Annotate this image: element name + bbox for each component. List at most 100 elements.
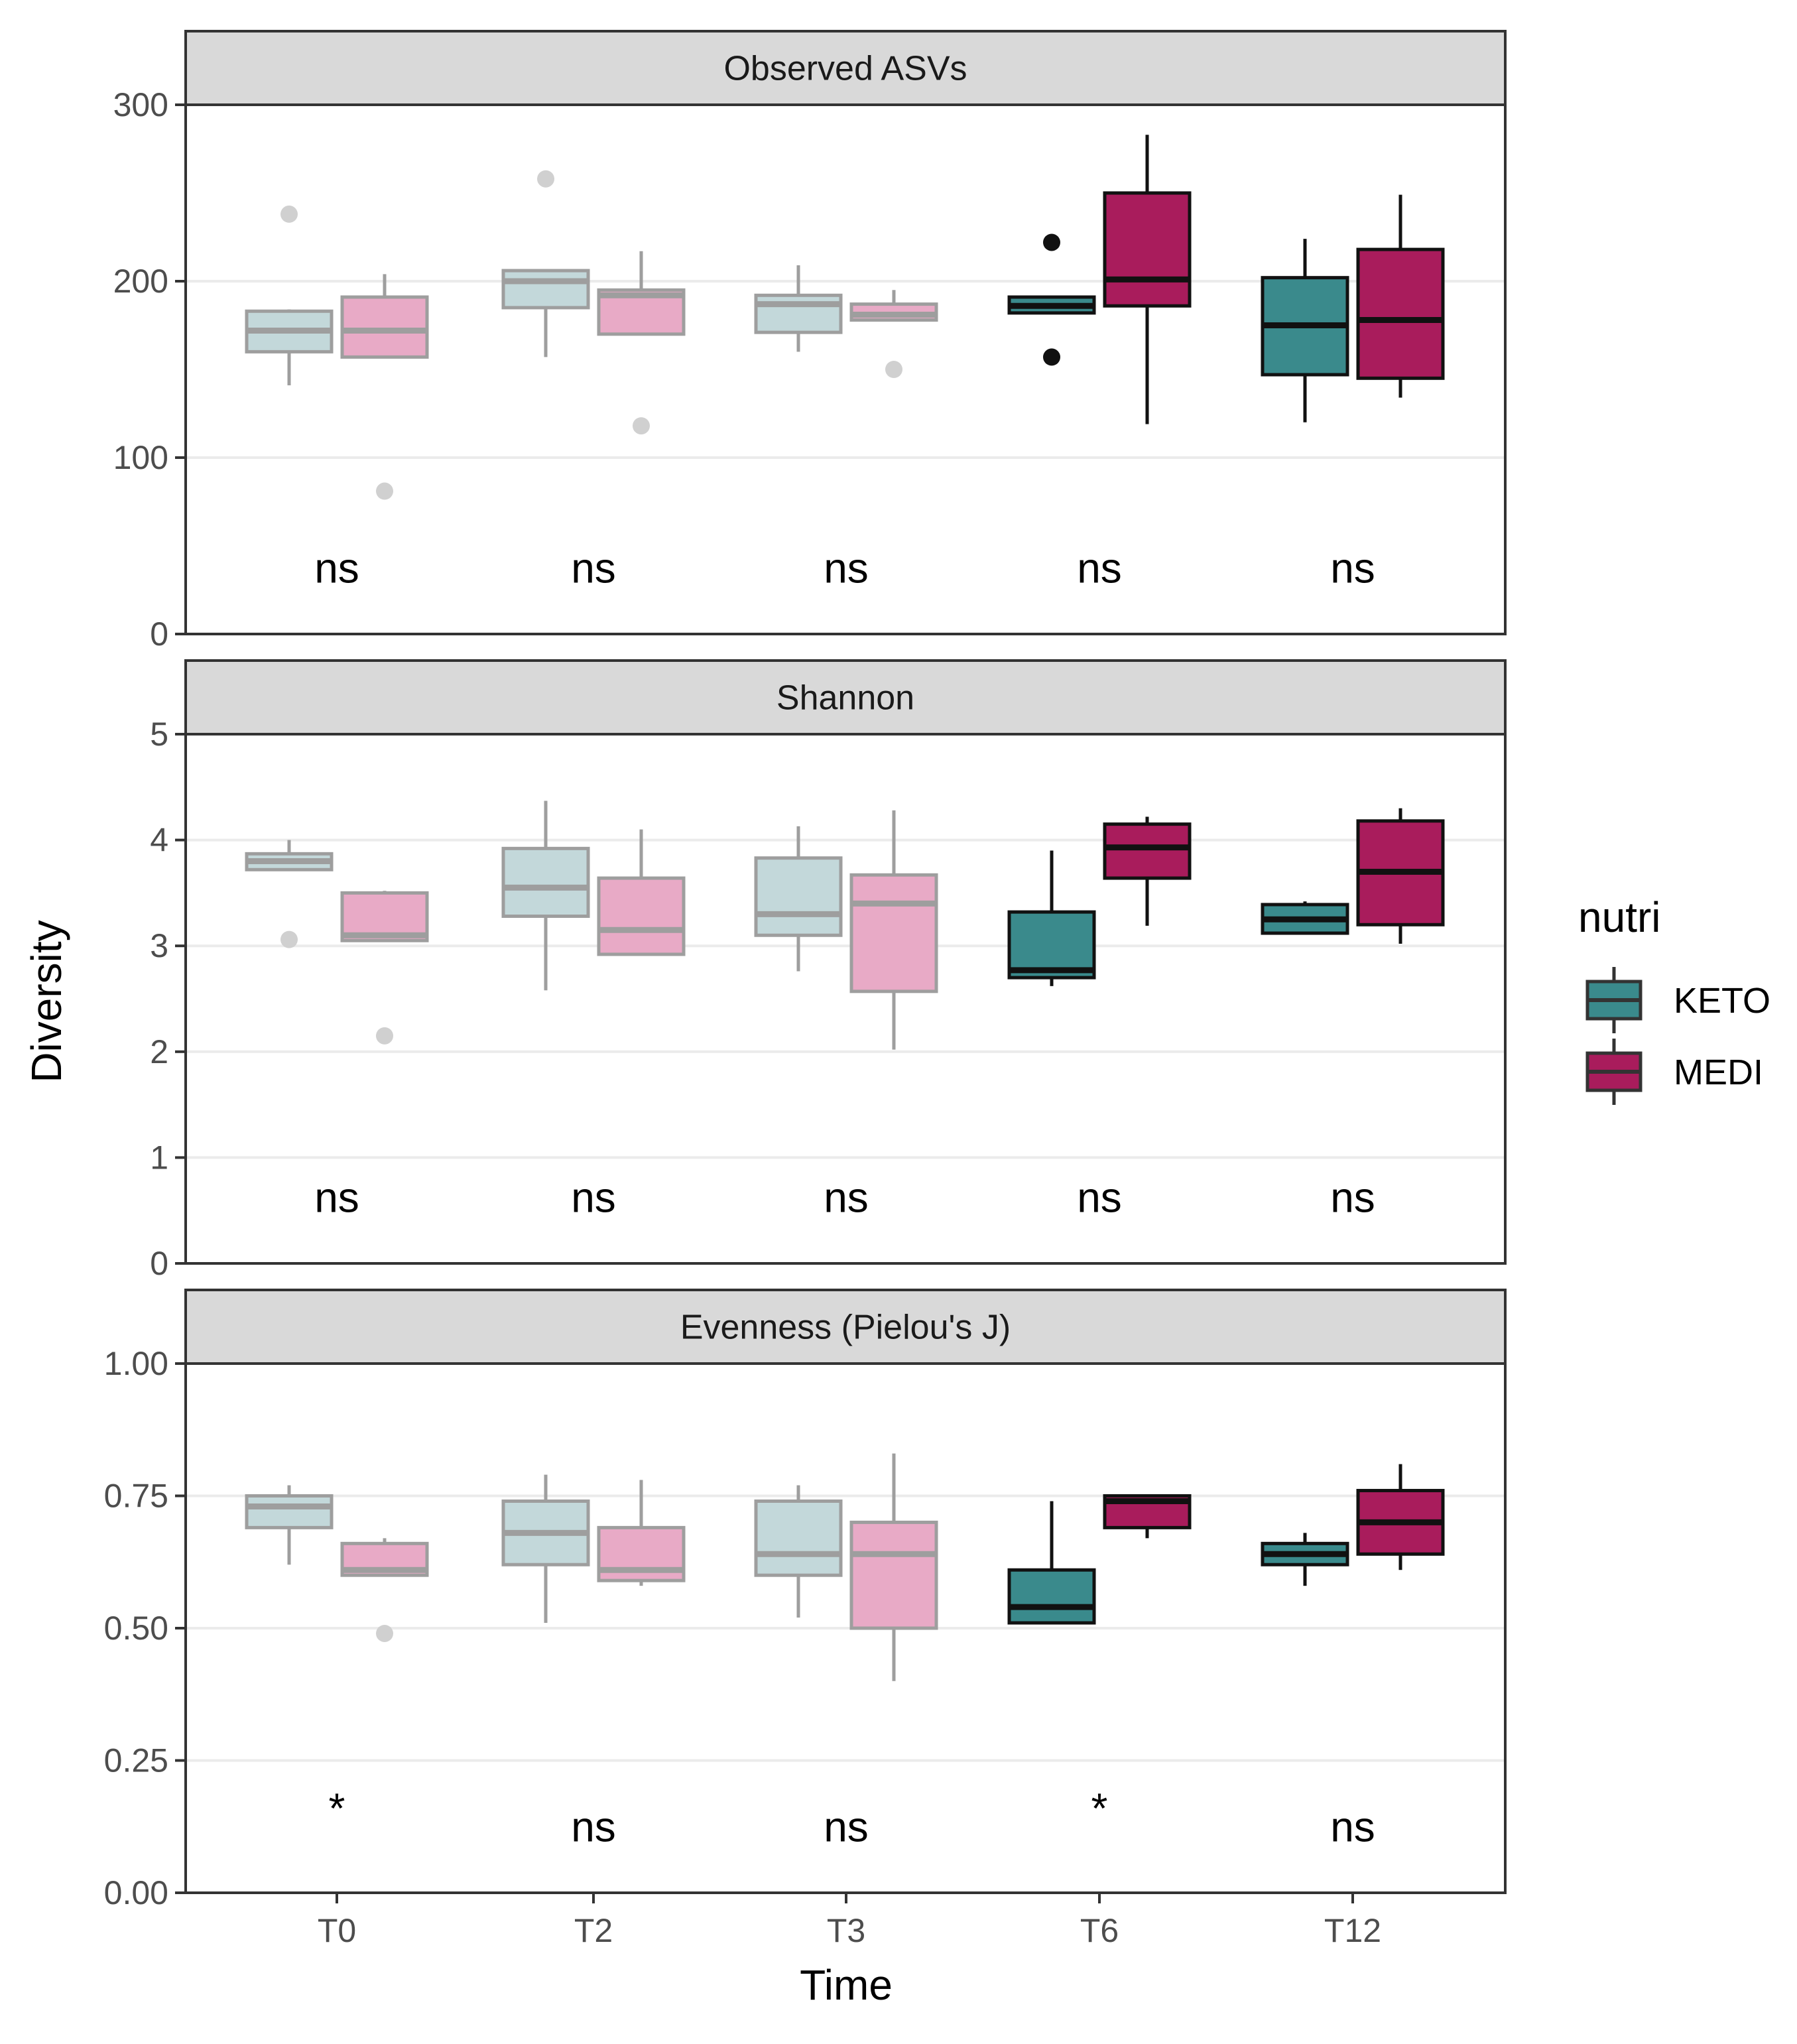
legend-item-medi: MEDI: [1585, 1039, 1763, 1105]
y-axis-title: Diversity: [23, 920, 70, 1082]
box-iqr: [754, 856, 843, 937]
y-tick-label: 0: [150, 1245, 168, 1282]
panel-frame: [184, 103, 1507, 635]
box-iqr: [597, 876, 686, 956]
significance-label: ns: [824, 1173, 869, 1221]
box-iqr: [1356, 247, 1445, 380]
y-tick-label: 2: [150, 1033, 168, 1070]
box-t2-medi: [597, 1480, 686, 1586]
box-t3-keto: [754, 826, 843, 972]
box-iqr: [849, 1520, 938, 1630]
legend: nutri KETO MEDI: [1578, 893, 1770, 1105]
outlier-point: [376, 482, 393, 500]
outlier-point: [280, 930, 298, 948]
box-t2-keto: [501, 800, 590, 991]
box-t2-keto: [501, 170, 590, 357]
panel-title: Shannon: [776, 679, 914, 718]
outlier-point: [376, 1624, 393, 1642]
y-tick-label: 3: [150, 927, 168, 964]
x-axis-title: Time: [800, 1961, 893, 2009]
box-t2-keto: [501, 1474, 590, 1624]
box-t12-keto: [1261, 901, 1349, 935]
significance-label: ns: [1077, 1173, 1122, 1221]
y-tick-label: 300: [113, 86, 168, 123]
significance-label: ns: [1330, 1803, 1375, 1850]
axes-layer: Time Diversity: [23, 920, 893, 2009]
box-iqr: [501, 846, 590, 919]
panels-layer: Observed ASVs 0 100 200 300 ns ns ns ns ns Shannon…: [104, 30, 1507, 1949]
significance-label: ns: [571, 1173, 616, 1221]
legend-item-keto: KETO: [1585, 967, 1770, 1033]
box-t6-keto: [1007, 1501, 1096, 1625]
significance-label: *: [329, 1784, 345, 1832]
box-iqr: [1103, 822, 1192, 880]
y-tick-label: 100: [113, 439, 168, 476]
panel-title: Evenness (Pielou's J): [680, 1309, 1011, 1347]
outlier-point: [376, 1027, 393, 1045]
y-tick-label: 4: [150, 822, 168, 859]
box-t12-keto: [1261, 239, 1349, 422]
box-t6-keto: [1007, 233, 1096, 366]
y-tick-label: 0.25: [104, 1742, 168, 1779]
panel-observed-asvs: Observed ASVs 0 100 200 300 ns ns ns ns ns: [113, 30, 1507, 653]
outlier-point: [1043, 348, 1060, 366]
y-tick-label: 1.00: [104, 1345, 168, 1382]
y-tick-label: 0.00: [104, 1874, 168, 1911]
box-t12-medi: [1356, 808, 1445, 944]
y-tick-label: 0.75: [104, 1478, 168, 1515]
box-iqr: [1007, 910, 1096, 980]
box-iqr: [1007, 1568, 1096, 1625]
box-t6-medi: [1103, 135, 1192, 424]
significance-label: ns: [1077, 544, 1122, 592]
box-t0-medi: [340, 1538, 429, 1642]
legend-title: nutri: [1578, 893, 1661, 941]
x-tick-label: T3: [827, 1912, 865, 1949]
box-t6-medi: [1103, 816, 1192, 926]
box-iqr: [245, 1494, 334, 1529]
outlier-point: [885, 361, 902, 378]
outlier-point: [633, 417, 650, 435]
y-tick-label: 0.50: [104, 1610, 168, 1647]
box-t6-medi: [1103, 1494, 1192, 1539]
y-tick-label: 0: [150, 615, 168, 653]
outlier-point: [1043, 233, 1060, 251]
box-t3-medi: [849, 1453, 938, 1681]
panel-strip: [184, 30, 1507, 106]
significance-label: ns: [571, 1803, 616, 1850]
panel-strip: [184, 659, 1507, 735]
box-t3-medi: [849, 810, 938, 1050]
significance-label: ns: [571, 544, 616, 592]
y-tick-label: 1: [150, 1139, 168, 1176]
panel-title: Observed ASVs: [723, 50, 967, 88]
outlier-point: [537, 170, 554, 188]
box-t3-keto: [754, 265, 843, 352]
box-t12-keto: [1261, 1533, 1349, 1586]
box-iqr: [754, 293, 843, 334]
panel-shannon: Shannon 0 1 2 3 4 5 ns ns ns ns ns: [150, 659, 1507, 1282]
x-tick-label: T6: [1080, 1912, 1119, 1949]
significance-label: ns: [1330, 1173, 1375, 1221]
significance-label: *: [1091, 1784, 1108, 1832]
panel-evenness-pielou-s-j: Evenness (Pielou's J) 0.00 0.25 0.50 0.75 1.0…: [104, 1289, 1507, 1949]
y-tick-label: 200: [113, 263, 168, 300]
box-t3-keto: [754, 1485, 843, 1618]
outlier-point: [280, 205, 298, 223]
box-t0-medi: [340, 274, 429, 500]
legend-label: MEDI: [1674, 1053, 1763, 1092]
panel-frame: [184, 733, 1507, 1265]
box-t12-medi: [1356, 194, 1445, 398]
significance-label: ns: [1330, 544, 1375, 592]
box-t0-keto: [245, 205, 334, 385]
significance-label: ns: [824, 544, 869, 592]
box-iqr: [849, 873, 938, 993]
box-t0-medi: [340, 891, 429, 1045]
box-iqr: [340, 295, 429, 359]
significance-label: ns: [824, 1803, 869, 1850]
box-t2-medi: [597, 829, 686, 956]
x-tick-label: T12: [1324, 1912, 1381, 1949]
box-t12-medi: [1356, 1464, 1445, 1570]
box-iqr: [501, 269, 590, 310]
legend-label: KETO: [1674, 981, 1770, 1021]
